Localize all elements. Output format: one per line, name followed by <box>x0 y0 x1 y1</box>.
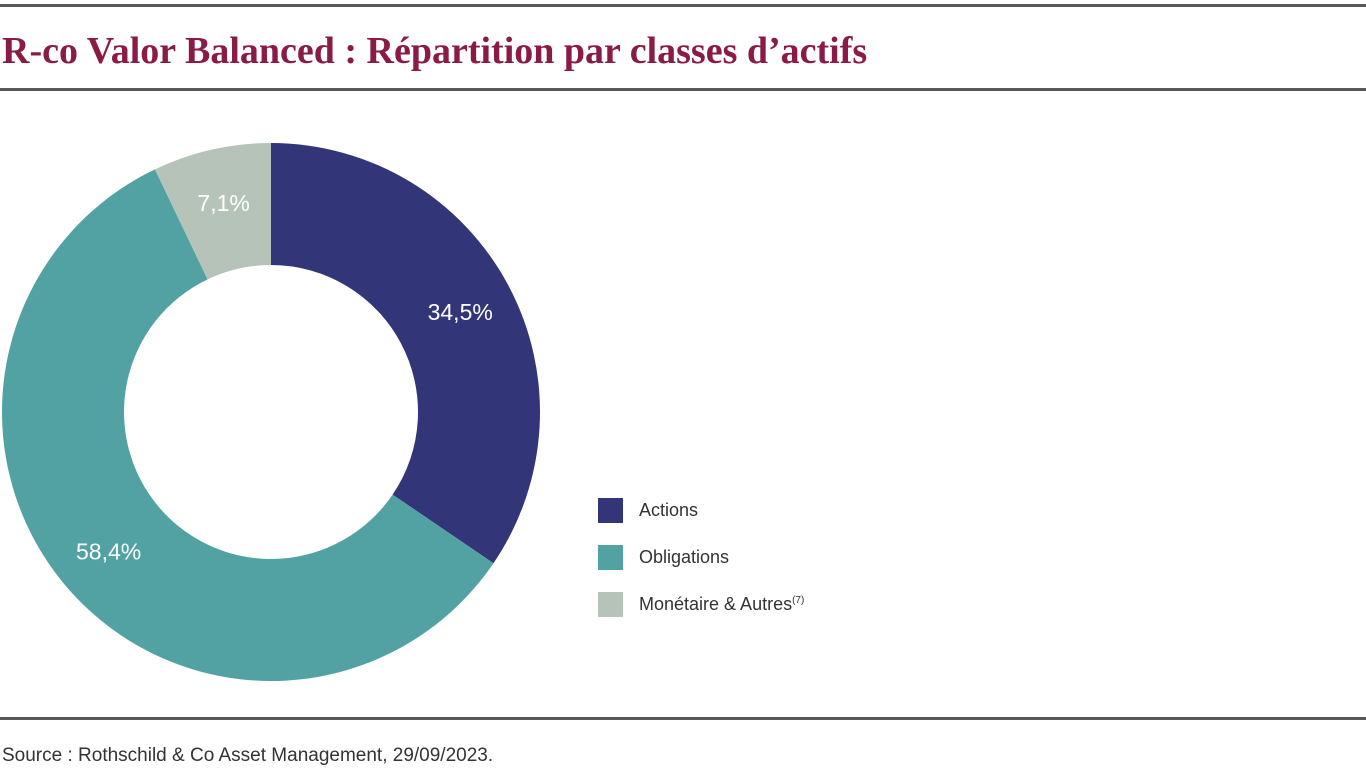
slice-actions <box>271 143 540 564</box>
legend: Actions Obligations Monétaire & Autres(7… <box>598 498 998 639</box>
legend-swatch <box>598 592 623 617</box>
top-rule <box>0 4 1366 7</box>
slice-obligations <box>1 169 494 682</box>
donut-slice-labels: 34,5% 58,4% 7,1% <box>76 190 493 564</box>
slice-value-label: 34,5% <box>428 299 493 325</box>
legend-item-monetaire-autres: Monétaire & Autres(7) <box>598 592 998 617</box>
legend-swatch <box>598 498 623 523</box>
slice-mon-taire-autres <box>154 143 271 280</box>
legend-footnote-marker: (7) <box>792 595 805 606</box>
legend-label: Obligations <box>639 547 730 567</box>
legend-item-obligations: Obligations <box>598 545 998 570</box>
slice-value-label: 58,4% <box>76 539 141 565</box>
legend-label: Actions <box>639 500 699 520</box>
legend-item-actions: Actions <box>598 498 998 523</box>
chart-area: 34,5% 58,4% 7,1% Actions Obligations Monét… <box>0 100 1366 710</box>
chart-title: R-co Valor Balanced : Répartition par cl… <box>2 30 868 72</box>
source-note: Source : Rothschild & Co Asset Managemen… <box>2 745 494 766</box>
legend-swatch <box>598 545 623 570</box>
legend-label: Monétaire & Autres(7) <box>639 594 805 614</box>
donut-slices <box>1 143 540 682</box>
title-rule <box>0 88 1366 91</box>
bottom-rule <box>0 717 1366 720</box>
slice-value-label: 7,1% <box>197 190 249 216</box>
donut-chart: 34,5% 58,4% 7,1% <box>1 143 540 682</box>
